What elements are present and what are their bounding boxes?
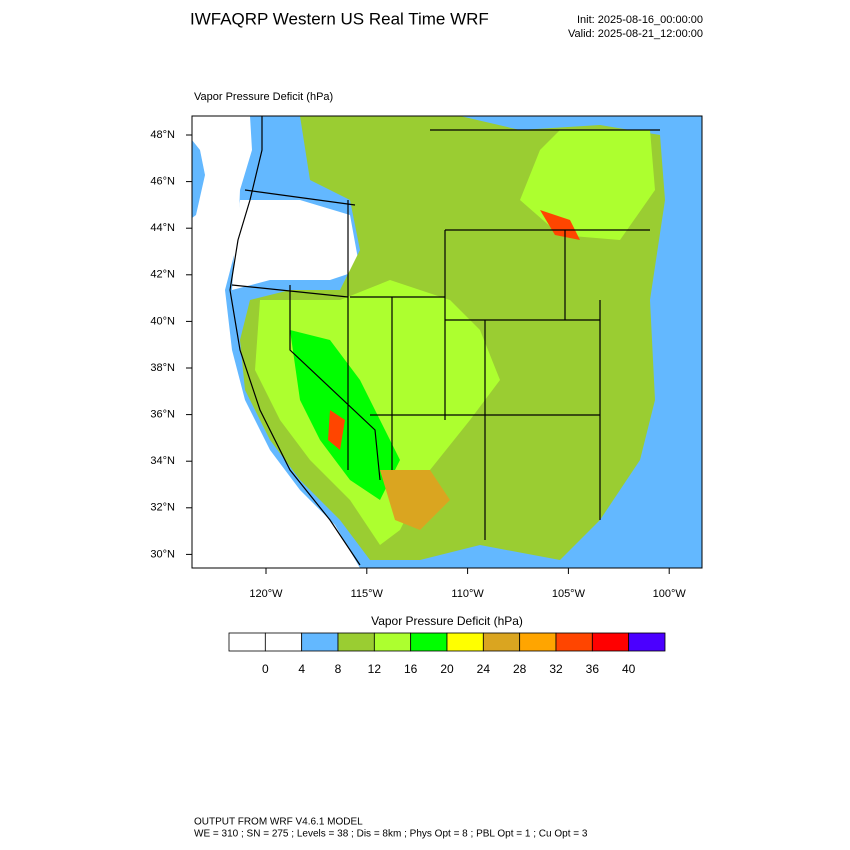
colorbar-box (555, 632, 593, 652)
state-line (231, 129, 660, 540)
colorbar-box (373, 632, 412, 652)
colorbar-label: 16 (404, 662, 418, 676)
colorbar-label: 12 (368, 662, 382, 676)
colorbar-box (337, 632, 375, 652)
colorbar-box (628, 632, 666, 652)
lat-label: 48°N (150, 129, 175, 141)
colorbar-box (410, 632, 448, 652)
colorbar-title: Vapor Pressure Deficit (hPa) (371, 614, 523, 628)
colorbar-box (301, 632, 339, 652)
init-time: Init: 2025-08-16_00:00:00 (577, 14, 703, 26)
lat-label: 44°N (150, 222, 175, 234)
colorbar-label: 0 (262, 662, 269, 676)
extreme-deficit (328, 410, 345, 450)
lat-label: 40°N (150, 315, 175, 327)
colorbar-box (264, 632, 303, 652)
colorbar-box (228, 632, 266, 652)
extreme-deficit (540, 210, 580, 240)
state-borders (229, 116, 660, 566)
lat-label: 38°N (150, 362, 175, 374)
colorbar-box (519, 632, 557, 652)
axis-labels: 48°N 46°N 44°N 42°N 40°N 38°N 36°N 34°N 32°N 30°N… (150, 129, 686, 600)
colorbar: 0 4 8 12 16 20 24 28 32 36 40 (228, 632, 666, 676)
lat-label: 36°N (150, 409, 175, 421)
colorbar-box (446, 632, 484, 652)
very-high-deficit (290, 330, 400, 500)
lat-label: 30°N (150, 548, 175, 560)
lat-label: 46°N (150, 176, 175, 188)
colorbar-label: 40 (622, 662, 636, 676)
low-deficit (232, 200, 360, 290)
lon-label: 110°W (451, 588, 484, 600)
colorbar-label: 32 (549, 662, 563, 676)
lat-label: 42°N (150, 269, 175, 281)
valid-time: Valid: 2025-08-21_12:00:00 (568, 28, 703, 40)
colorbar-label: 24 (477, 662, 491, 676)
colorbar-box (482, 632, 521, 652)
lon-label: 120°W (249, 588, 283, 600)
ocean-field (192, 140, 205, 218)
extreme-deficit (380, 470, 450, 530)
lat-label: 34°N (150, 455, 175, 467)
colorbar-label: 28 (513, 662, 527, 676)
colorbar-label: 36 (586, 662, 600, 676)
footer-line: OUTPUT FROM WRF V4.6.1 MODEL (194, 817, 363, 828)
lat-label: 32°N (150, 502, 175, 514)
coastline (229, 116, 361, 566)
colorbar-label: 4 (298, 662, 305, 676)
map-subtitle: Vapor Pressure Deficit (hPa) (194, 91, 333, 103)
colorbar-label: 20 (440, 662, 454, 676)
lon-label: 115°W (351, 588, 384, 600)
footer-line: WE = 310 ; SN = 275 ; Levels = 38 ; Dis … (194, 829, 588, 840)
colorbar-label: 8 (335, 662, 342, 676)
high-deficit (520, 130, 655, 240)
map-frame (191, 115, 703, 569)
lon-label: 100°W (653, 588, 687, 600)
lon-label: 105°W (552, 588, 586, 600)
map (191, 115, 703, 569)
title: IWFAQRP Western US Real Time WRF (190, 9, 489, 28)
colorbar-box (591, 632, 630, 652)
